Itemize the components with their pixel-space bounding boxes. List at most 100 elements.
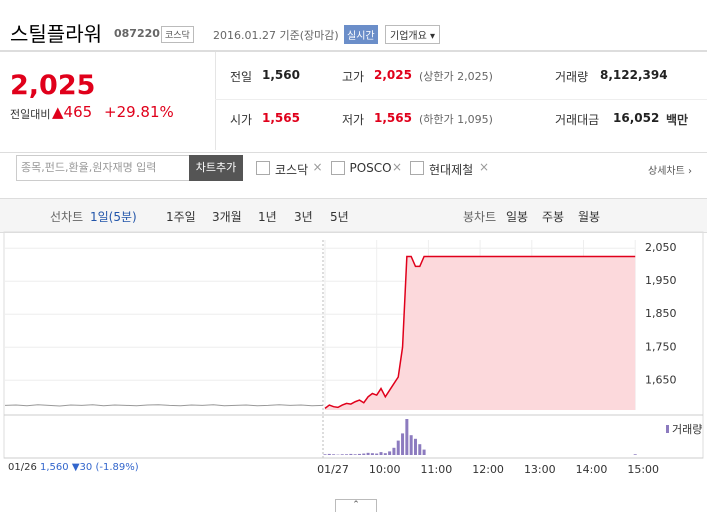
compare-name[interactable]: 코스닥	[275, 161, 308, 178]
chart-frame	[4, 232, 703, 458]
prev-change: ▼30	[72, 462, 92, 473]
divider	[215, 99, 707, 100]
prev-price: 1,560	[40, 462, 69, 473]
volume-bar	[362, 454, 365, 455]
x-tick-label: 15:00	[627, 463, 659, 476]
detail-link[interactable]: 상세차트 ›	[648, 162, 692, 177]
change-value: 465	[64, 103, 93, 121]
stat-label: 저가	[342, 111, 364, 128]
y-tick-label: 1,750	[645, 340, 677, 353]
search-input[interactable]: 종목,펀드,환율,원자재명 입력	[16, 155, 192, 181]
tab[interactable]: 일봉	[506, 208, 528, 225]
volume-bar	[405, 419, 408, 455]
remove-icon[interactable]: ×	[479, 160, 489, 174]
company-label: 기업개요	[390, 31, 427, 42]
prev-pct: (-1.89%)	[95, 462, 138, 473]
x-tick-label: 11:00	[421, 463, 453, 476]
x-tick-label: 10:00	[369, 463, 401, 476]
volume-bar	[349, 454, 352, 455]
volume-bar	[354, 454, 357, 455]
y-tick-label: 2,050	[645, 241, 677, 254]
stat-label: 거래량	[555, 68, 588, 85]
stat-value: 1,560	[262, 68, 300, 82]
stat-label: 전일	[230, 68, 252, 85]
prev-day-line	[5, 405, 323, 406]
volume-bar	[401, 433, 404, 455]
add-chart-button[interactable]: 차트추가	[189, 155, 243, 181]
volume-bar	[371, 453, 374, 455]
stat-value: 8,122,394	[600, 68, 668, 82]
checkbox[interactable]	[410, 161, 424, 175]
stock-name: 스틸플라워	[10, 18, 102, 47]
x-tick-label: 13:00	[524, 463, 556, 476]
date: 2016.01.27 기준(장마감)	[213, 27, 339, 43]
stat-value: 2,025	[374, 68, 412, 82]
checkbox[interactable]	[256, 161, 270, 175]
volume-bar	[380, 452, 383, 455]
x-tick-label: 12:00	[472, 463, 504, 476]
tab[interactable]: 1주일	[166, 208, 196, 225]
legend-swatch	[666, 425, 669, 433]
stat-value: 1,565	[262, 111, 300, 125]
stat-value: 1,565	[374, 111, 412, 125]
volume-bar	[341, 454, 344, 455]
tab-group-label: 선차트	[50, 208, 83, 225]
stat-value: 16,052	[613, 111, 659, 125]
stat-label: 고가	[342, 68, 364, 85]
legend-label: 거래량	[672, 423, 702, 436]
tab-group-label: 봉차트	[463, 208, 496, 225]
volume-bar	[328, 454, 331, 455]
market-badge: 코스닥	[161, 26, 194, 43]
volume-bar	[418, 444, 421, 455]
change-label: 전일대비	[10, 106, 50, 122]
stat-label: 시가	[230, 111, 252, 128]
volume-bar	[358, 454, 361, 455]
collapse-button[interactable]: ⌃	[335, 499, 377, 512]
volume-bar	[392, 448, 395, 455]
tab[interactable]: 월봉	[578, 208, 600, 225]
compare-name[interactable]: POSCO	[350, 161, 392, 175]
price-line	[325, 256, 635, 408]
quote-box	[0, 50, 707, 153]
stock-code: 087220	[114, 27, 160, 40]
volume-bar	[634, 454, 637, 455]
compare-name[interactable]: 현대제철	[429, 161, 473, 178]
volume-bar	[324, 454, 327, 455]
company-dropdown[interactable]: 기업개요 ▾	[385, 25, 440, 44]
tab[interactable]: 3개월	[212, 208, 242, 225]
checkbox[interactable]	[331, 161, 345, 175]
remove-icon[interactable]: ×	[313, 160, 323, 174]
stat-note: (하한가 1,095)	[419, 111, 493, 127]
volume-bar	[345, 454, 348, 455]
change: ▲465	[52, 103, 92, 121]
volume-bar	[414, 439, 417, 455]
y-tick-label: 1,950	[645, 274, 677, 287]
realtime-button[interactable]: 실시간	[344, 25, 378, 44]
volume-bar	[388, 451, 391, 455]
y-tick-label: 1,850	[645, 307, 677, 320]
price-area	[325, 256, 635, 410]
tab[interactable]: 1일(5분)	[90, 208, 137, 225]
y-tick-label: 1,650	[645, 373, 677, 386]
stat-unit: 백만	[666, 111, 688, 128]
tab[interactable]: 주봉	[542, 208, 564, 225]
price: 2,025	[10, 70, 95, 101]
x-tick-label: 01/27	[317, 463, 349, 476]
tab[interactable]: 1년	[258, 208, 277, 225]
change-pct: +29.81%	[104, 103, 174, 121]
tab[interactable]: 5년	[330, 208, 349, 225]
prev-date: 01/26	[8, 462, 37, 473]
stat-label: 거래대금	[555, 111, 599, 128]
volume-bar	[397, 441, 400, 455]
tab[interactable]: 3년	[294, 208, 313, 225]
volume-bar	[332, 454, 335, 455]
x-tick-label: 14:00	[576, 463, 608, 476]
stat-note: (상한가 2,025)	[419, 68, 493, 84]
remove-icon[interactable]: ×	[392, 160, 402, 174]
volume-bar	[367, 453, 370, 455]
volume-bar	[375, 454, 378, 455]
volume-bar	[423, 450, 426, 455]
prev-summary: 01/26 1,560 ▼30 (-1.89%)	[8, 462, 139, 473]
volume-bar	[384, 453, 387, 455]
